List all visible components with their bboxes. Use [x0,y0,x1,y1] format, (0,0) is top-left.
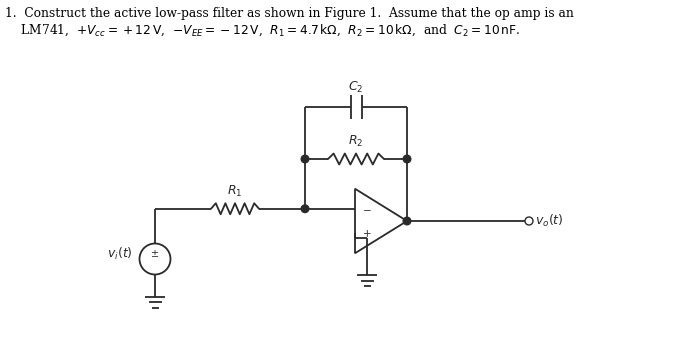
Text: $R_1$: $R_1$ [228,184,243,199]
Text: $R_2$: $R_2$ [349,134,363,149]
Circle shape [301,155,309,163]
Text: $+$: $+$ [362,228,372,239]
Circle shape [301,205,309,213]
Text: $v_o(t)$: $v_o(t)$ [535,213,564,229]
Text: $v_i(t)$: $v_i(t)$ [107,246,133,262]
Circle shape [403,155,411,163]
Text: $-$: $-$ [362,204,372,214]
Text: $\pm$: $\pm$ [150,248,160,259]
Text: LM741,  $+V_{cc}=+12\,\mathrm{V}$,  $-V_{EE}=-12\,\mathrm{V}$,  $R_1=4.7\,\mathr: LM741, $+V_{cc}=+12\,\mathrm{V}$, $-V_{E… [5,22,520,38]
Text: 1.  Construct the active low-pass filter as shown in Figure 1.  Assume that the : 1. Construct the active low-pass filter … [5,7,574,20]
Circle shape [403,217,411,225]
Text: $C_2$: $C_2$ [349,80,364,95]
